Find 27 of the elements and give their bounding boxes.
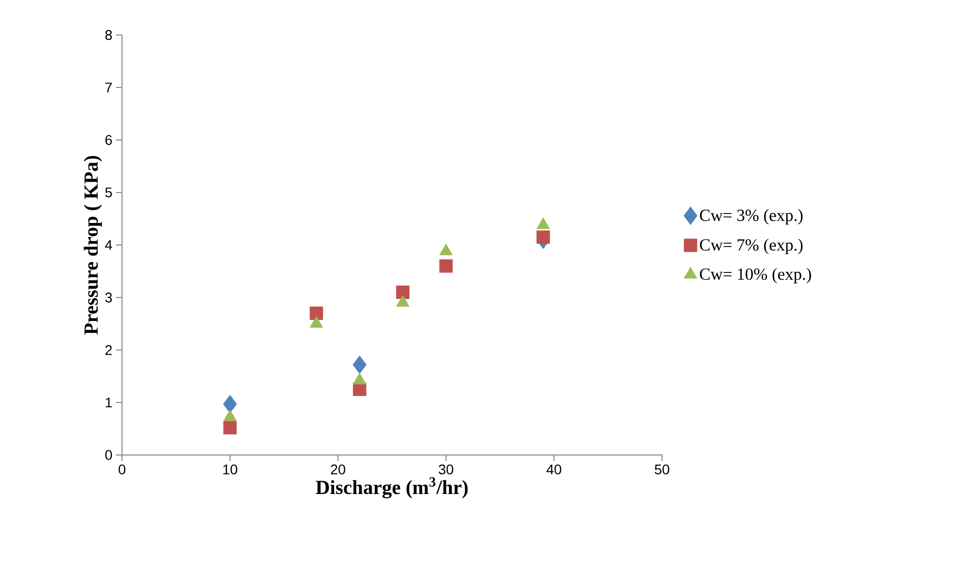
point (396, 286, 410, 299)
x-tick-label: 0 (118, 464, 126, 474)
y-tick-label: 7 (105, 82, 112, 92)
point (223, 394, 237, 414)
y-tick-label: 0 (105, 450, 112, 460)
x-tick-label: 30 (438, 464, 454, 474)
y-axis-title: Pressure drop ( KPa) (84, 156, 102, 335)
y-tick-label: 5 (105, 188, 112, 198)
y-tick-label: 2 (105, 345, 112, 355)
legend-label: Cw= 10% (exp.) (700, 268, 812, 284)
point (310, 306, 324, 320)
x-tick-label: 40 (546, 464, 562, 474)
x-tick-label: 50 (654, 464, 670, 474)
y-tick-label: 1 (106, 398, 112, 408)
x-tick-label: 10 (223, 464, 238, 474)
point (439, 259, 453, 273)
x-tick-label: 20 (330, 464, 346, 474)
x-axis-title: Discharge (m$^{3}$/hr) (316, 477, 468, 498)
point (223, 421, 237, 434)
point (536, 230, 550, 244)
legend-label: Cw= 7% (exp.) (700, 238, 803, 254)
y-tick-label: 6 (105, 135, 112, 145)
y-tick-label: 3 (105, 292, 112, 302)
legend-label: Cw= 3% (exp.) (700, 209, 803, 225)
point (352, 356, 367, 374)
y-tick-label: 4 (105, 240, 112, 250)
y-tick-label: 8 (105, 30, 112, 40)
